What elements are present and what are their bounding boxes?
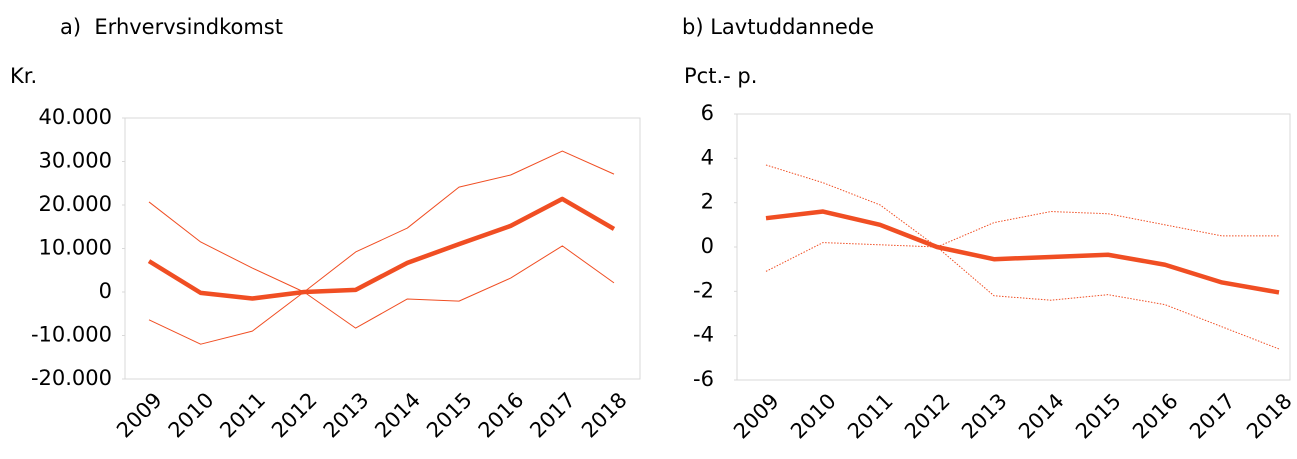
x-tick-label: 2015 bbox=[1071, 389, 1126, 444]
chart-title: a) Erhvervsindkomst bbox=[60, 15, 283, 39]
x-tick-label: 2016 bbox=[1128, 389, 1183, 444]
x-tick-label: 2011 bbox=[843, 389, 898, 444]
x-tick-label: 2011 bbox=[215, 388, 270, 443]
data-line bbox=[765, 164, 1279, 248]
x-tick-label: 2017 bbox=[1185, 389, 1240, 444]
y-tick-label: 10.000 bbox=[39, 236, 112, 260]
data-line bbox=[148, 150, 615, 293]
x-tick-label: 2009 bbox=[729, 389, 784, 444]
x-tick-label: 2014 bbox=[1014, 389, 1069, 444]
y-tick-label: -10.000 bbox=[31, 323, 112, 347]
y-tick-label: 20.000 bbox=[39, 192, 112, 216]
x-tick-label: 2010 bbox=[786, 389, 841, 444]
y-axis-label: Kr. bbox=[10, 64, 37, 88]
data-line bbox=[148, 245, 615, 345]
x-tick-label: 2012 bbox=[900, 389, 955, 444]
chart-title: b) Lavtuddannede bbox=[682, 15, 874, 39]
x-tick-label: 2013 bbox=[957, 389, 1012, 444]
x-tick-label: 2009 bbox=[112, 388, 167, 443]
y-tick-label: -2 bbox=[693, 278, 714, 302]
data-line bbox=[147, 196, 616, 301]
x-tick-label: 2016 bbox=[474, 388, 529, 443]
y-tick-label: -20.000 bbox=[31, 366, 112, 390]
y-tick-label: 0 bbox=[99, 279, 112, 303]
x-tick-label: 2017 bbox=[525, 388, 580, 443]
y-tick-label: 2 bbox=[701, 190, 714, 214]
x-tick-label: 2018 bbox=[1242, 389, 1297, 444]
x-tick-label: 2012 bbox=[267, 388, 322, 443]
data-line bbox=[765, 209, 1280, 295]
x-tick-label: 2018 bbox=[577, 388, 632, 443]
x-tick-label: 2015 bbox=[422, 388, 477, 443]
y-tick-label: 30.000 bbox=[39, 149, 112, 173]
plot-frame bbox=[736, 113, 1291, 381]
plot-frame bbox=[124, 117, 641, 380]
y-axis-label: Pct.- p. bbox=[684, 64, 757, 88]
y-tick-label: -4 bbox=[693, 323, 714, 347]
y-tick-label: 4 bbox=[701, 145, 714, 169]
x-tick-label: 2014 bbox=[370, 388, 425, 443]
x-tick-label: 2010 bbox=[164, 388, 219, 443]
y-tick-label: 0 bbox=[701, 234, 714, 258]
y-tick-label: 40.000 bbox=[39, 105, 112, 129]
y-tick-label: 6 bbox=[701, 101, 714, 125]
y-tick-label: -6 bbox=[693, 367, 714, 391]
x-tick-label: 2013 bbox=[319, 388, 374, 443]
